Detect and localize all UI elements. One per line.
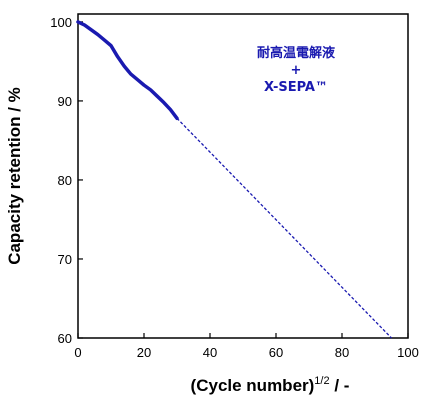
y-tick-label: 100 [50, 15, 72, 30]
x-axis-ticks: 0 20 40 60 80 100 [74, 333, 419, 360]
x-tick-label: 80 [335, 345, 349, 360]
y-tick-label: 70 [58, 252, 72, 267]
x-tick-label: 40 [203, 345, 217, 360]
y-tick-label: 90 [58, 94, 72, 109]
y-tick-label: 80 [58, 173, 72, 188]
x-tick-label: 20 [137, 345, 151, 360]
plot-area [77, 13, 409, 339]
measured-line [76, 20, 179, 121]
x-axis-title: (Cycle number)1/2 / - [191, 375, 350, 395]
x-axis-title-main: (Cycle number) [191, 376, 315, 395]
x-axis-title-sup: 1/2 [314, 375, 329, 387]
series-layer [76, 20, 392, 339]
annotation-line-3: X-SEPA™ [264, 80, 328, 95]
extrapolation-line [176, 117, 392, 339]
x-axis-title-suffix: / - [330, 376, 350, 395]
x-tick-label: 0 [74, 345, 81, 360]
y-tick-label: 60 [58, 331, 72, 346]
x-tick-label: 60 [269, 345, 283, 360]
annotation-line-2: + [291, 63, 302, 78]
x-tick-label: 100 [397, 345, 419, 360]
annotation-line-1: 耐高温電解液 [257, 45, 335, 61]
y-axis-title: Capacity retention / % [5, 87, 24, 265]
